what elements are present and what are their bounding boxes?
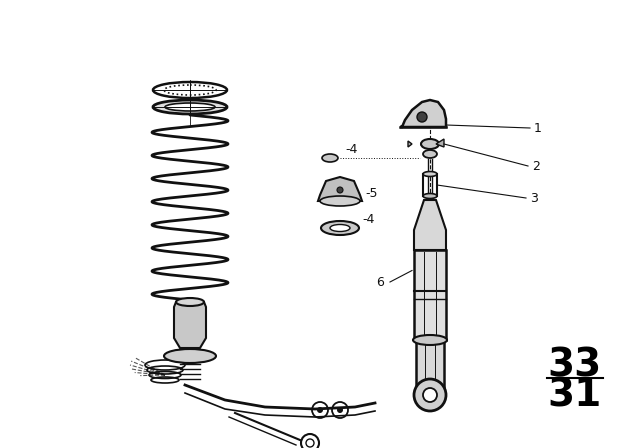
Text: 3: 3 (530, 191, 538, 204)
Ellipse shape (165, 103, 215, 111)
Polygon shape (174, 302, 206, 348)
Bar (416, 340, 444, 390)
Circle shape (423, 388, 437, 402)
Text: 33: 33 (548, 346, 602, 384)
Circle shape (317, 407, 323, 413)
Ellipse shape (322, 154, 338, 162)
Circle shape (337, 407, 343, 413)
Circle shape (337, 187, 343, 193)
Text: -4: -4 (345, 143, 357, 156)
Circle shape (417, 112, 427, 122)
Polygon shape (400, 100, 446, 127)
Ellipse shape (330, 224, 350, 232)
Ellipse shape (421, 139, 439, 149)
Polygon shape (408, 141, 412, 147)
Text: -5: -5 (365, 186, 378, 199)
Polygon shape (414, 200, 446, 250)
Text: -4: -4 (362, 213, 374, 226)
Ellipse shape (423, 194, 437, 198)
Ellipse shape (423, 172, 437, 177)
Text: 2: 2 (532, 159, 540, 172)
Bar (414, 250, 446, 340)
Circle shape (414, 379, 446, 411)
Text: 1: 1 (534, 121, 542, 134)
Text: 6: 6 (376, 276, 384, 289)
Ellipse shape (321, 221, 359, 235)
Ellipse shape (320, 196, 360, 206)
Ellipse shape (176, 298, 204, 306)
Text: 31: 31 (548, 376, 602, 414)
Polygon shape (436, 139, 444, 147)
Ellipse shape (153, 100, 227, 114)
Ellipse shape (423, 150, 437, 158)
Ellipse shape (413, 335, 447, 345)
Ellipse shape (164, 349, 216, 363)
Polygon shape (318, 177, 362, 201)
